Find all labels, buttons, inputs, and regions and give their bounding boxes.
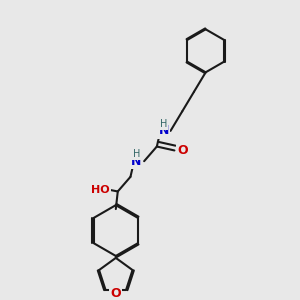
Text: H: H xyxy=(133,149,140,159)
Text: N: N xyxy=(158,124,169,137)
Text: O: O xyxy=(110,287,121,300)
Text: O: O xyxy=(177,144,188,157)
Text: HO: HO xyxy=(91,184,110,194)
Text: N: N xyxy=(131,155,142,168)
Text: H: H xyxy=(160,119,167,129)
